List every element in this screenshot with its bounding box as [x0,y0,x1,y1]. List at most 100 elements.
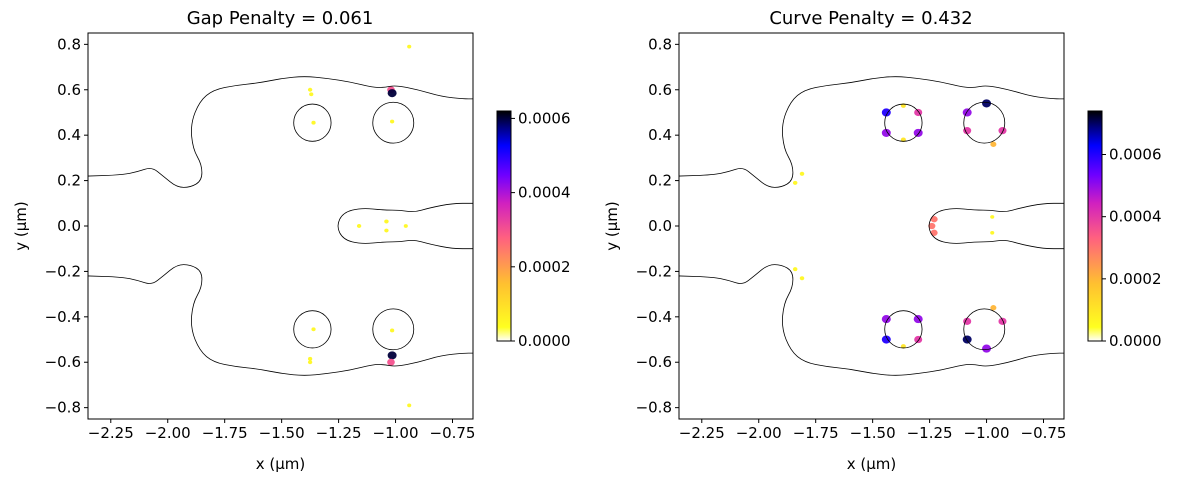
hotspot-19 [982,344,992,353]
hotspot-9 [998,127,1007,135]
colorbar-tick-label-3: 0.0006 [518,109,571,127]
x-tick-label-4: −1.25 [316,424,362,442]
y-tick-label-5: 0.2 [57,172,81,190]
contour-hole-left-top [293,103,332,142]
y-tick-label-6: 0.4 [57,126,81,144]
contour-hole-left-bottom [884,310,923,349]
y-tick-label-3: −0.2 [636,262,672,280]
hotspot-3 [913,128,923,137]
contour-center-finger [337,202,473,250]
x-tick-label-3: −1.50 [850,424,896,442]
x-axis-label: x (μm) [847,455,897,473]
contour-outer-top [679,76,1064,188]
colorbar-gradient [497,111,511,341]
y-tick-label-2: −0.4 [45,308,81,326]
colorbar-gradient [1088,111,1102,341]
hotspot-11 [307,356,313,361]
colorbar-tick-label-3: 0.0006 [1109,146,1162,164]
colorbar-frame [496,110,512,342]
colorbar-tick-label-0: 0.0000 [518,332,571,350]
hotspot-24 [792,180,798,185]
y-tick-label-2: −0.4 [636,308,672,326]
x-tick-label-2: −1.75 [202,424,248,442]
y-tick-label-3: −0.2 [45,262,81,280]
y-axis-label: y (μm) [12,201,30,251]
hotspot-2 [881,128,891,137]
x-tick-label-5: −1.00 [964,424,1010,442]
hotspot-5 [900,137,906,142]
x-tick-label-4: −1.25 [907,424,953,442]
hotspot-15 [387,358,395,366]
colorbar-tick-label-1: 0.0002 [1109,270,1162,288]
plot-data [679,76,1064,376]
gap-penalty-panel: −2.25 −2.00 −1.75 −1.50 −1.25 −1.00 −0.75 −0.8 −… [12,8,571,473]
hotspot-22 [928,222,936,230]
hotspot-6 [962,108,972,117]
hotspot-18 [962,335,972,344]
y-axis-label: y (μm) [603,201,621,251]
hotspot-8 [384,228,389,233]
hotspot-25 [799,171,805,176]
hotspot-10 [311,327,316,332]
hotspot-2 [311,120,316,125]
contour-outer-top [88,76,473,188]
y-tick-label-0: −0.8 [45,399,81,417]
colorbar-tick-label-2: 0.0004 [1109,208,1162,226]
hotspot-17 [407,403,412,408]
x-axis-label: x (μm) [256,455,306,473]
y-tick-label-8: 0.8 [57,35,81,53]
contour-hole-right-bottom [963,308,1006,351]
contour-hole-left-top [884,103,923,142]
y-tick-label-7: 0.6 [648,81,672,99]
x-tick-label-2: −1.75 [793,424,839,442]
hotspot-7 [982,99,992,108]
hotspot-28 [990,215,995,219]
x-tick-label-0: −2.25 [88,424,134,442]
x-tick-label-5: −1.00 [373,424,419,442]
contour-center-finger [928,202,1064,250]
chart-title: Curve Penalty = 0.432 [769,8,972,29]
hotspot-11 [881,315,891,324]
contour-hole-right-bottom [372,308,415,351]
hotspot-17 [998,317,1007,325]
hotspot-23 [930,229,938,236]
hotspot-16 [407,44,412,49]
colorbar-frame [1087,110,1103,342]
y-tick-label-1: −0.6 [636,353,672,371]
hotspot-12 [913,315,923,324]
contour-outer-bottom [88,264,473,376]
hotspot-9 [403,224,408,228]
hotspot-7 [384,219,389,224]
plot-data [88,44,473,408]
hotspot-4 [900,103,906,108]
plot-area [679,33,1064,419]
y-tick-label-1: −0.6 [45,353,81,371]
y-tick-label-5: 0.2 [648,172,672,190]
x-tick-label-0: −2.25 [679,424,725,442]
hotspot-4 [387,89,397,98]
hotspot-6 [356,224,362,228]
hotspot-27 [799,276,805,281]
y-tick-label-4: 0.0 [648,217,672,235]
hotspot-14 [914,335,923,344]
hotspot-29 [990,230,995,235]
hotspot-21 [930,216,938,223]
colorbar-tick-label-0: 0.0000 [1109,332,1162,350]
curve-penalty-panel: −2.25 −2.00 −1.75 −1.50 −1.25 −1.00 −0.75 −0.8 −… [603,8,1162,473]
contour-hole-left-bottom [293,310,332,349]
y-tick-label-0: −0.8 [636,399,672,417]
colorbar-tick-label-2: 0.0004 [518,184,571,202]
x-tick-label-1: −2.00 [145,424,191,442]
contour-hole-right-top [963,101,1006,144]
contour-hole-right-top [372,101,415,144]
y-tick-label-6: 0.4 [648,126,672,144]
hotspot-10 [990,141,997,147]
hotspot-1 [914,108,923,117]
hotspot-13 [881,335,891,344]
hotspot-16 [963,317,972,325]
hotspot-5 [390,119,395,124]
hotspot-26 [792,267,798,272]
x-tick-label-6: −0.75 [430,424,476,442]
y-tick-label-4: 0.0 [57,217,81,235]
